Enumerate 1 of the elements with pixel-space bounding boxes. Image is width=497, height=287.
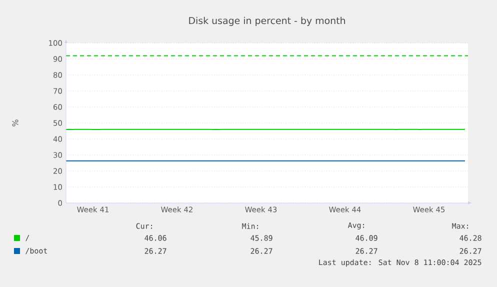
chart-title: Disk usage in percent - by month: [189, 16, 345, 26]
